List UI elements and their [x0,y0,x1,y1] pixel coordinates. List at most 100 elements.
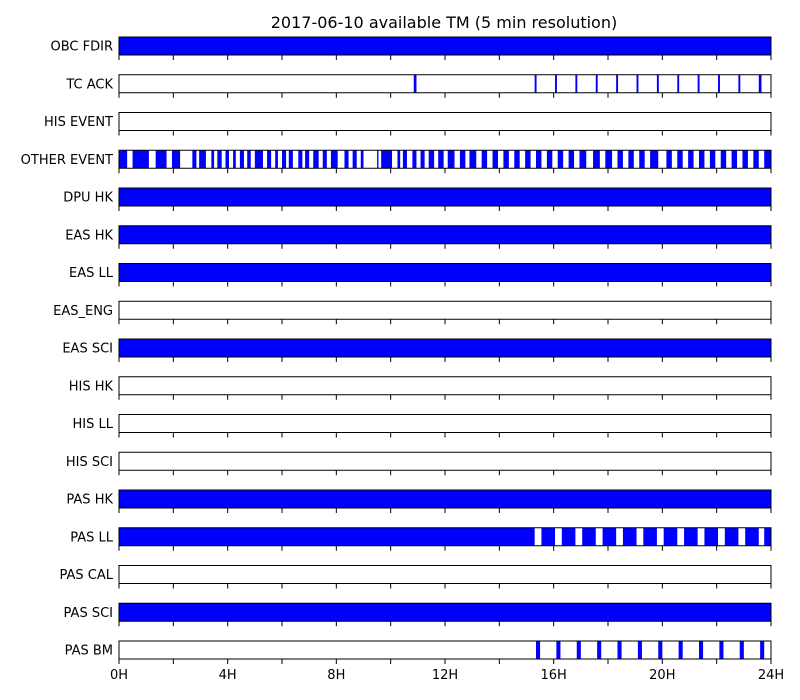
availability-segment [282,150,287,169]
row-label: PAS LL [70,530,114,545]
x-tick-label: 16H [541,668,567,683]
availability-segment [119,263,771,282]
availability-segment [412,150,417,169]
availability-segment [119,490,771,508]
availability-segment [254,150,263,169]
availability-segment [556,641,561,659]
availability-segment [247,150,251,169]
row-frame [118,376,772,396]
availability-segment [742,150,748,169]
availability-segment [579,150,587,169]
row-frame [118,74,772,94]
timeline-row: TC ACK [65,74,772,98]
availability-segment [360,150,364,169]
availability-segment [119,339,771,357]
timeline-row: HIS LL [73,414,772,438]
availability-segment [738,74,741,93]
availability-segment [546,150,553,169]
availability-segment [637,641,642,659]
row-label: EAS LL [69,266,114,281]
availability-segment [447,150,455,169]
availability-segment [617,641,622,659]
availability-segment [132,150,149,169]
row-label: HIS EVENT [44,115,113,130]
availability-segment [628,150,634,169]
availability-segment [459,150,466,169]
availability-segment [541,527,556,546]
availability-segment [663,527,678,546]
availability-segment [428,150,435,169]
timeline-row: HIS HK [69,376,772,400]
availability-segment [275,150,278,169]
availability-segment [764,150,771,169]
availability-segment [211,150,215,169]
availability-segment [171,150,181,169]
availability-segment [155,150,167,169]
availability-segment [525,150,531,169]
row-frame [118,112,772,131]
availability-segment [622,527,637,546]
availability-segment [595,74,598,93]
availability-segment [718,74,720,93]
row-label: OBC FDIR [51,40,114,55]
availability-segment [699,641,704,659]
availability-segment [119,188,771,206]
timeline-row: HIS EVENT [44,112,772,136]
availability-segment [678,641,683,659]
availability-segment [656,74,659,93]
timeline-row: PAS BM [65,640,772,664]
availability-segment [438,150,444,169]
availability-segment [636,74,639,93]
timeline-row: PAS SCI [64,602,772,627]
availability-segment [288,150,293,169]
x-tick-label: 12H [432,668,458,683]
availability-segment [217,150,222,169]
availability-segment [720,150,727,169]
availability-segment [119,225,771,244]
timeline-row: HIS SCI [66,451,772,476]
row-frame [118,414,772,433]
availability-segment [753,150,759,169]
availability-segment [503,150,509,169]
availability-segment [617,150,623,169]
x-tick-label: 8H [327,668,345,683]
row-frame [118,640,772,660]
x-tick-label: 20H [649,668,675,683]
availability-segment [469,150,477,169]
availability-segment [352,150,357,169]
availability-segment [764,527,771,546]
availability-segment [119,527,535,546]
availability-segment [709,150,716,169]
availability-segment [593,150,600,169]
availability-segment [557,150,564,169]
availability-segment [575,74,578,93]
availability-segment [119,150,128,169]
availability-segment [225,150,230,169]
row-label: EAS_ENG [53,304,113,319]
row-label: PAS CAL [60,568,114,583]
availability-segment [745,527,759,546]
availability-segment [697,74,700,93]
x-tick-label: 0H [110,668,128,683]
row-label: PAS SCI [64,606,113,621]
availability-segment [119,603,771,622]
row-label: EAS HK [65,228,113,243]
availability-segment [330,150,338,169]
availability-segment [684,527,698,546]
availability-segment [658,641,663,659]
row-label: EAS SCI [62,342,113,357]
row-label: PAS HK [66,493,113,508]
availability-segment [481,150,488,169]
timeline-row: OTHER EVENT [21,149,772,174]
availability-segment [597,641,602,659]
availability-segment [555,74,557,93]
availability-segment [704,527,719,546]
row-label: OTHER EVENT [21,153,113,168]
availability-segment [377,150,379,169]
availability-segment [536,150,542,169]
timeline-row: EAS LL [69,263,772,287]
availability-segment [643,527,657,546]
availability-segment [758,74,762,93]
availability-segment [731,150,738,169]
